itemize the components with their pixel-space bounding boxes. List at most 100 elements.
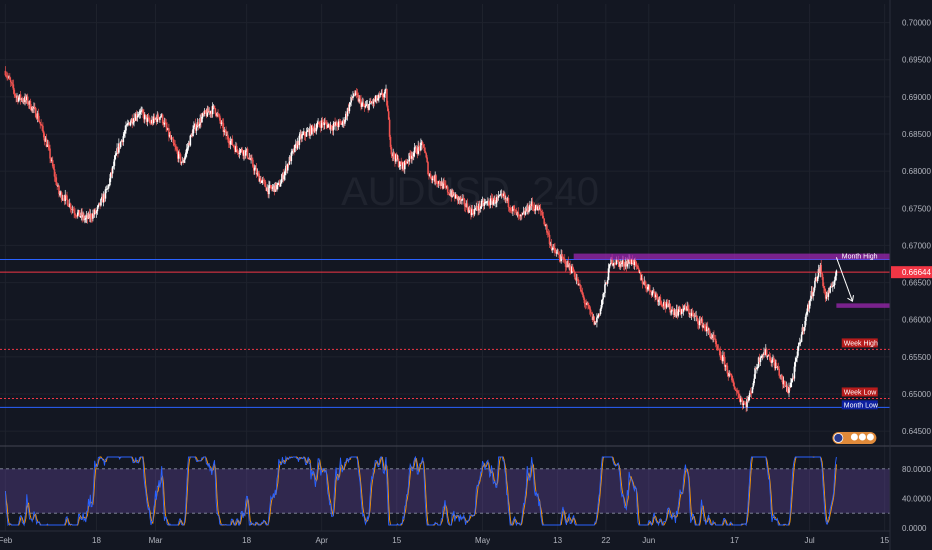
price-zone[interactable] [836,303,890,308]
price-tick-label: 0.67000 [902,241,931,250]
candle-body [342,120,344,124]
candle-body [825,295,828,299]
candle-body [538,206,540,210]
candle-body [259,178,261,182]
time-tick-label: May [475,536,490,545]
candle-body [739,398,741,402]
candle-body [563,258,565,260]
candle-body [196,122,199,128]
candle-body [496,196,498,203]
candle-body [671,309,673,312]
candle-body [219,115,221,121]
candle-body [43,137,46,142]
candle-body [7,76,9,78]
candle-body [113,159,116,166]
candle-body [356,93,359,96]
candle-body [295,143,298,149]
candle-body [375,95,377,100]
candle-body [279,183,282,187]
candle-body [670,311,672,313]
level-label-bg [841,400,878,410]
candle-body [287,163,290,165]
candle-body [223,129,226,132]
candle-body [319,124,321,126]
candle-body [830,285,832,288]
candle-body [393,152,395,158]
candle-body [464,206,467,208]
candle-body [622,260,625,267]
candle-body [65,194,67,196]
candle-body [535,205,537,210]
candle-body [609,263,612,265]
price-axis[interactable]: 0.70000 0.69500 0.69000 0.68500 0.68000 0.675… [891,19,932,437]
candle-body [286,163,289,171]
candle-body [103,194,106,199]
candle-body [361,102,364,104]
candle-body [451,190,453,197]
candle-body [680,310,682,314]
candle-body [695,315,697,317]
candle-body [423,147,426,152]
candle-body [827,290,830,297]
candle-body [14,93,16,97]
candle-body [443,182,445,184]
candle-body [61,198,64,200]
oscillator-axis[interactable]: 80.0000 40.0000 0.0000 [902,465,931,533]
candle-body [783,380,786,387]
candle-body [386,89,388,106]
candle-body [438,181,441,185]
candle-body [652,291,655,293]
candle-body [52,166,55,170]
candle-body [605,283,608,284]
candle-body [202,113,205,114]
candle-body [122,136,125,143]
candle-body [669,303,671,313]
candle-body [744,403,747,405]
candle-body [759,357,762,363]
candle-body [487,201,490,205]
candle-body [11,83,14,85]
candle-body [158,118,160,120]
candle-body [368,104,370,110]
candle-body [240,148,243,150]
price-zone[interactable] [573,253,890,260]
candle-body [569,264,571,271]
candle-body [344,120,346,124]
candle-body [514,209,517,211]
event-dot-icon [858,433,866,441]
projection-arrow[interactable] [835,257,853,302]
candle-body [509,208,512,211]
candle-body [466,203,469,210]
candle-body [271,187,274,189]
candle-body [479,203,481,209]
candle-body [157,114,159,119]
candle-body [272,185,275,188]
level-label: Month Low [844,402,879,409]
candle-body [343,120,345,124]
candle-body [766,356,769,357]
candle-body [20,98,23,100]
candle-body [120,140,123,142]
time-axis[interactable]: Feb 18 Mar 18 Apr 15 May 13 22 Jun 17 Jul 15 [0,536,890,545]
candle-body [445,184,447,188]
candle-body [746,399,748,408]
candle-body [823,288,826,291]
candle-body [93,209,96,215]
candle-body [676,309,679,316]
candle-body [748,397,750,401]
candle-body [484,202,487,204]
candle-body [776,366,779,368]
candle-body [682,308,685,312]
candle-body [835,270,838,276]
candle-body [795,358,797,362]
candle-body [234,147,236,152]
candle-body [258,173,260,182]
candle-body [786,385,789,392]
candle-body [765,349,768,357]
candle-body [76,215,78,217]
candle-body [594,321,596,325]
candle-body [551,248,554,250]
candle-body [294,144,296,152]
candle-body [153,116,156,119]
